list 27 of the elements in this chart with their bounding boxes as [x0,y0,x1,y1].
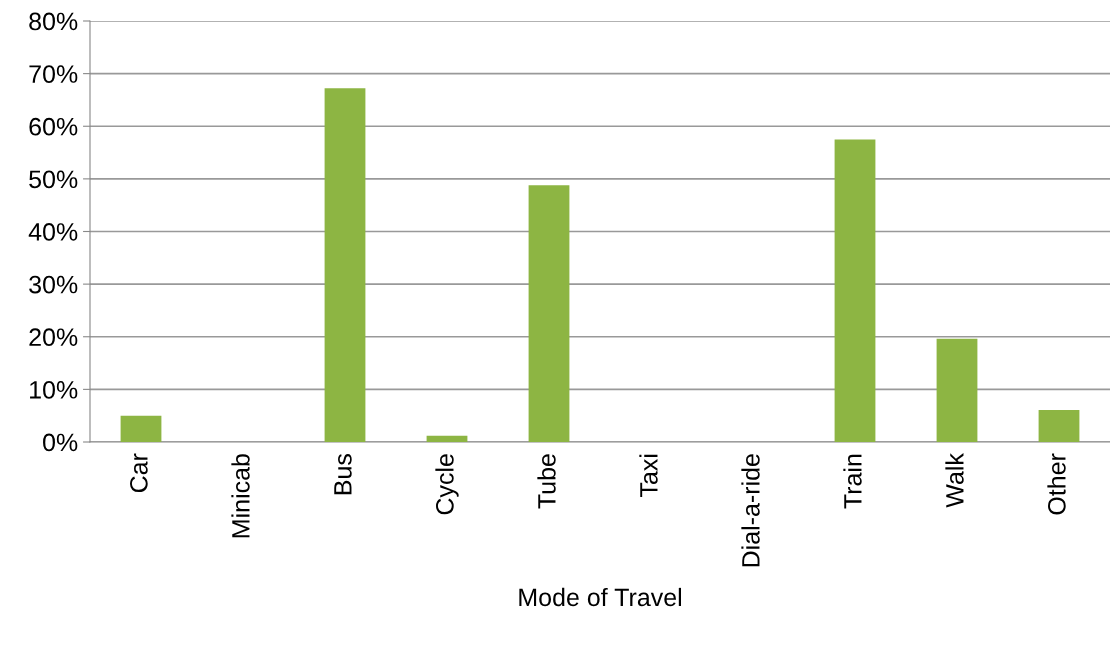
x-tick-label: Dial-a-ride [741,454,760,567]
y-tick-label: 20% [29,328,78,347]
bar [426,435,468,442]
bar [834,139,876,442]
x-tick-label: Train [843,454,862,509]
x-tick-label: Cycle [435,454,459,515]
y-tick-label: 10% [30,380,78,399]
y-tick-label: 80% [29,12,78,31]
bar [1038,409,1080,442]
y-tick-label: 50% [29,170,78,189]
x-tick-label: Taxi [639,454,658,497]
x-axis-title: Mode of Travel [519,587,682,607]
x-tick-label: Minicab [231,454,250,538]
bar [936,338,978,442]
y-tick-label: 40% [28,223,78,241]
y-tick-label: 0% [43,433,78,452]
bar [324,88,366,442]
y-tick-label: 60% [29,117,78,136]
y-tick-label: 70% [29,65,78,83]
y-tick-label: 30% [29,275,78,294]
x-tick-label: Car [130,453,148,493]
bar [528,185,570,442]
x-tick-label: Bus [334,454,352,495]
x-tick-label: Tube [537,454,556,509]
x-tick-label: Other [1047,453,1066,515]
x-tick-label: Walk [945,453,964,508]
bar [120,415,162,442]
